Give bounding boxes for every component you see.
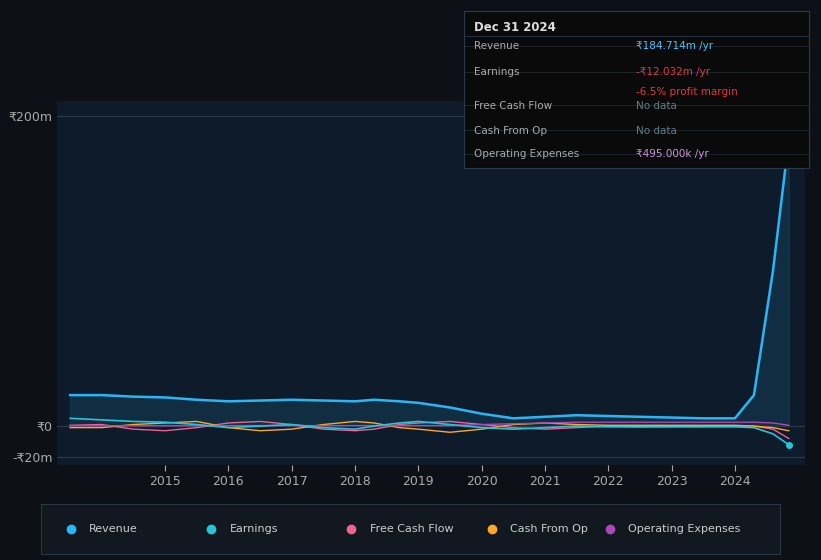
Text: ₹184.714m /yr: ₹184.714m /yr bbox=[636, 41, 713, 51]
Text: Free Cash Flow: Free Cash Flow bbox=[369, 524, 453, 534]
Text: Dec 31 2024: Dec 31 2024 bbox=[475, 21, 556, 34]
Text: Free Cash Flow: Free Cash Flow bbox=[475, 101, 553, 110]
Text: Cash From Op: Cash From Op bbox=[475, 125, 548, 136]
Text: -6.5% profit margin: -6.5% profit margin bbox=[636, 87, 738, 97]
Text: ₹495.000k /yr: ₹495.000k /yr bbox=[636, 149, 709, 159]
Text: Operating Expenses: Operating Expenses bbox=[475, 149, 580, 159]
Text: Earnings: Earnings bbox=[475, 67, 520, 77]
Text: No data: No data bbox=[636, 125, 677, 136]
Text: Cash From Op: Cash From Op bbox=[511, 524, 588, 534]
Text: Revenue: Revenue bbox=[475, 41, 520, 51]
Text: Operating Expenses: Operating Expenses bbox=[629, 524, 741, 534]
Text: -₹12.032m /yr: -₹12.032m /yr bbox=[636, 67, 710, 77]
Text: Earnings: Earnings bbox=[230, 524, 278, 534]
Text: No data: No data bbox=[636, 101, 677, 110]
Text: Revenue: Revenue bbox=[89, 524, 138, 534]
